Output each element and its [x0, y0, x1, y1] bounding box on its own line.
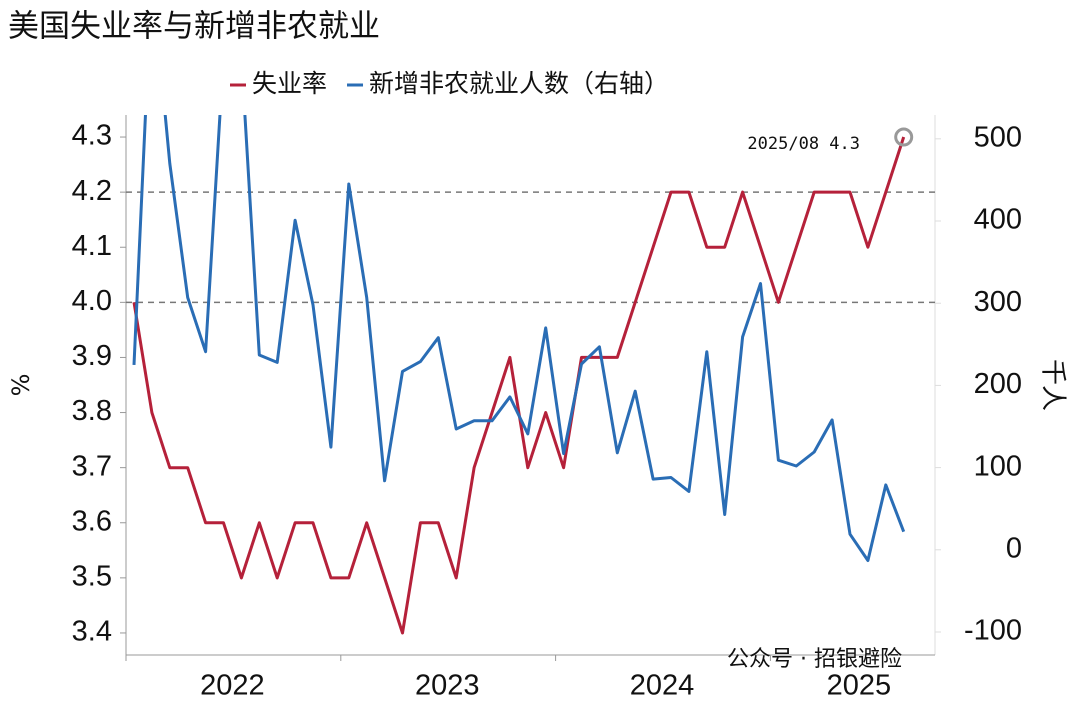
x-tick-label: 2025 [827, 670, 892, 702]
y-tick-label: 4.0 [72, 285, 112, 317]
legend-label: 新增非农就业人数（右轴） [369, 69, 669, 98]
y2-tick-label: 100 [974, 450, 1022, 482]
y-tick-label: 3.6 [72, 505, 112, 537]
y-axis-label: % [7, 374, 35, 397]
x-tick-label: 2023 [415, 670, 480, 702]
y-tick-label: 3.5 [72, 561, 112, 593]
y2-tick-label: 500 [974, 121, 1022, 153]
y-tick-label: 4.3 [72, 120, 112, 152]
y2-tick-label: -100 [964, 615, 1022, 647]
annotation: 2025/08 4.3 [747, 134, 860, 154]
y-tick-label: 4.2 [72, 175, 112, 207]
legend-label: 失业率 [252, 69, 327, 98]
y2-axis-label: 千人 [1038, 359, 1068, 411]
y2-tick-label: 400 [974, 204, 1022, 236]
end-marker [894, 127, 914, 147]
y-tick-label: 3.7 [72, 450, 112, 482]
y-tick-label: 3.4 [72, 616, 112, 648]
x-tick-label: 2024 [630, 670, 695, 702]
series-line [132, 115, 906, 562]
chart-title: 美国失业率与新增非农就业 [8, 9, 380, 45]
y-tick-label: 3.8 [72, 395, 112, 427]
y-tick-label: 4.1 [72, 230, 112, 262]
plot-area [132, 115, 906, 635]
watermark: 公众号 · 招银避险 [727, 647, 902, 672]
y2-tick-label: 200 [974, 368, 1022, 400]
x-tick-label: 2022 [200, 670, 265, 702]
y2-tick-label: 0 [1006, 532, 1022, 564]
y-tick-label: 3.9 [72, 340, 112, 372]
y2-tick-label: 300 [974, 286, 1022, 318]
